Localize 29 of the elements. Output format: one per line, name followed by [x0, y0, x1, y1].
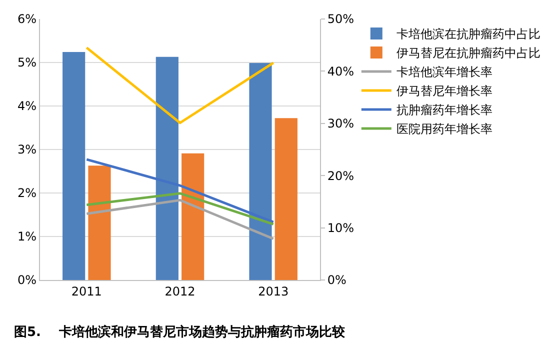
bar: [88, 166, 111, 280]
y-tick-label: 4%: [18, 99, 37, 114]
x-tick-label: 2013: [258, 284, 289, 298]
x-tick-label: 2012: [164, 284, 196, 298]
legend-label: 卡培他滨在抗肿瘤药中占比: [396, 27, 540, 42]
y-tick-label: 5%: [18, 56, 37, 70]
y-tick-label: 2%: [18, 186, 37, 200]
y-tick-label: 3%: [18, 142, 37, 157]
legend-label: 伊马替尼年增长率: [396, 84, 492, 98]
bar: [249, 62, 272, 280]
x-tick-label: 2011: [71, 284, 102, 298]
bar: [156, 56, 178, 280]
y-tick-label: 1%: [18, 230, 37, 244]
y2-tick-label: 20%: [327, 168, 354, 183]
y2-tick-label: 10%: [327, 221, 354, 235]
bar: [62, 52, 86, 280]
y2-tick-label: 30%: [327, 116, 354, 131]
legend-label: 卡培他滨年增长率: [396, 65, 492, 80]
y2-tick-label: 40%: [327, 64, 354, 78]
legend-label: 医院用药年增长率: [396, 122, 492, 136]
legend-label: 抗肿瘤药年增长率: [396, 103, 492, 118]
y-tick-label: 6%: [18, 12, 37, 26]
caption: 图5. 卡培他滨和伊马替尼市场趋势与抗肿瘤药市场比较: [14, 324, 346, 340]
y2-tick-label: 50%: [327, 12, 354, 26]
y-tick-label: 0%: [18, 273, 37, 288]
y2-tick-label: 0%: [327, 273, 346, 288]
bar: [274, 118, 298, 280]
legend-label: 伊马替尼在抗肿瘤药中占比: [396, 46, 540, 60]
bar: [182, 153, 204, 280]
